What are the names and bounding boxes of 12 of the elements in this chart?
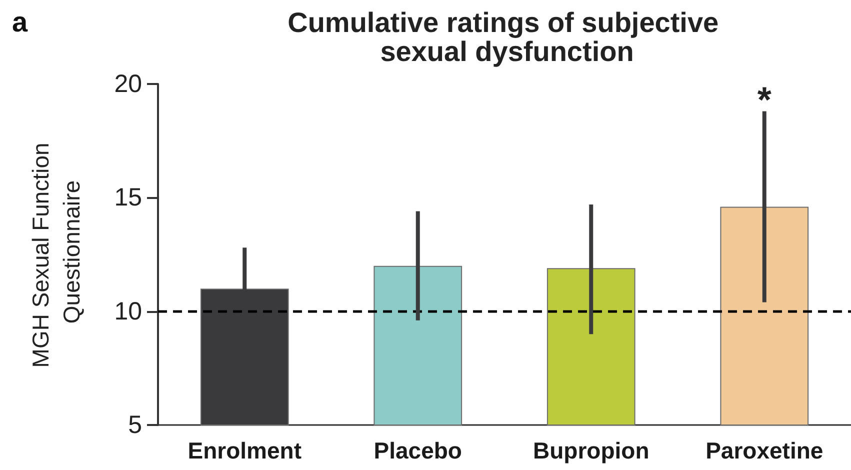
annotation: *	[757, 78, 772, 120]
y-tick-label: 15	[114, 184, 142, 212]
y-tick-label: 10	[114, 297, 142, 326]
y-tick-label: 5	[128, 411, 142, 439]
x-tick-label: Bupropion	[533, 438, 650, 464]
y-axis-title: MGH Sexual Function Questionnaire	[28, 136, 84, 368]
x-tick-label: Paroxetine	[706, 438, 824, 464]
x-tick-label: Placebo	[374, 438, 462, 464]
x-tick-label: Enrolment	[188, 438, 302, 464]
chart-title: Cumulative ratings of subjective sexual dysfunction	[288, 7, 726, 67]
text: a	[12, 6, 28, 38]
y-tick-label: 20	[114, 70, 142, 98]
